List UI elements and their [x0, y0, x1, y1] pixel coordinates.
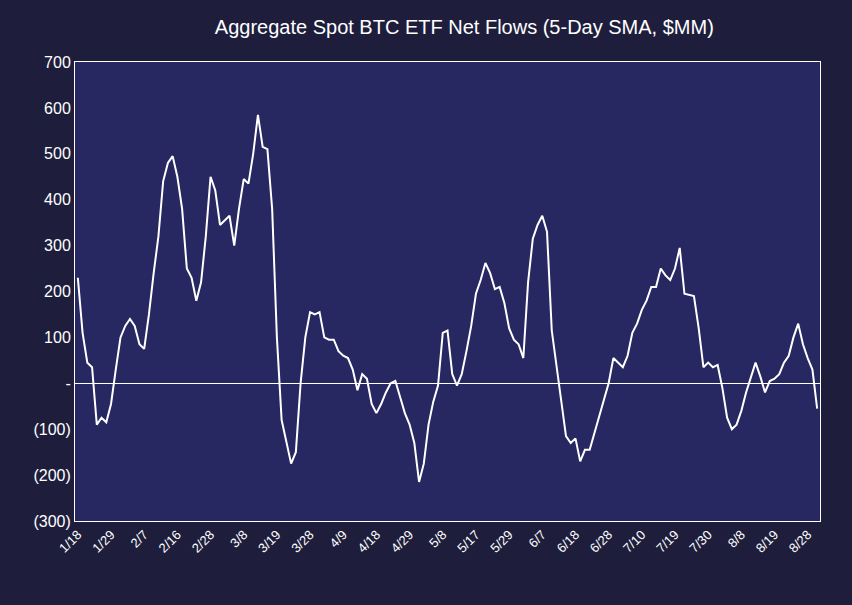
svg-text:6/28: 6/28 [587, 527, 616, 556]
svg-text:100: 100 [44, 329, 71, 346]
svg-text:(200): (200) [33, 467, 70, 484]
svg-text:8/8: 8/8 [725, 527, 748, 550]
svg-text:4/18: 4/18 [355, 527, 384, 556]
svg-text:-: - [65, 375, 70, 392]
svg-text:1/29: 1/29 [89, 527, 118, 556]
svg-text:2/16: 2/16 [156, 527, 185, 556]
svg-text:3/19: 3/19 [255, 527, 284, 556]
svg-text:3/8: 3/8 [227, 527, 250, 550]
svg-text:5/8: 5/8 [426, 527, 449, 550]
svg-text:6/18: 6/18 [554, 527, 583, 556]
svg-text:4/9: 4/9 [327, 527, 350, 550]
svg-text:5/17: 5/17 [454, 527, 483, 556]
svg-text:200: 200 [44, 283, 71, 300]
svg-text:700: 700 [44, 54, 71, 71]
svg-text:1/18: 1/18 [56, 527, 85, 556]
svg-text:600: 600 [44, 100, 71, 117]
svg-text:6/7: 6/7 [526, 527, 549, 550]
svg-text:7/30: 7/30 [686, 527, 715, 556]
svg-text:7/10: 7/10 [620, 527, 649, 556]
svg-text:(300): (300) [33, 513, 70, 530]
svg-text:500: 500 [44, 145, 71, 162]
svg-text:300: 300 [44, 237, 71, 254]
svg-text:400: 400 [44, 191, 71, 208]
svg-text:Aggregate Spot BTC ETF Net Flo: Aggregate Spot BTC ETF Net Flows (5-Day … [215, 16, 714, 38]
svg-text:5/29: 5/29 [487, 527, 516, 556]
svg-text:3/28: 3/28 [288, 527, 317, 556]
svg-text:2/28: 2/28 [189, 527, 218, 556]
svg-text:(100): (100) [33, 421, 70, 438]
svg-text:Source: Farside Investors: Source: Farside Investors [17, 603, 177, 605]
svg-text:4/29: 4/29 [388, 527, 417, 556]
svg-text:2/7: 2/7 [128, 527, 151, 550]
svg-text:8/28: 8/28 [786, 527, 815, 556]
svg-text:7/19: 7/19 [653, 527, 682, 556]
svg-text:8/19: 8/19 [753, 527, 782, 556]
